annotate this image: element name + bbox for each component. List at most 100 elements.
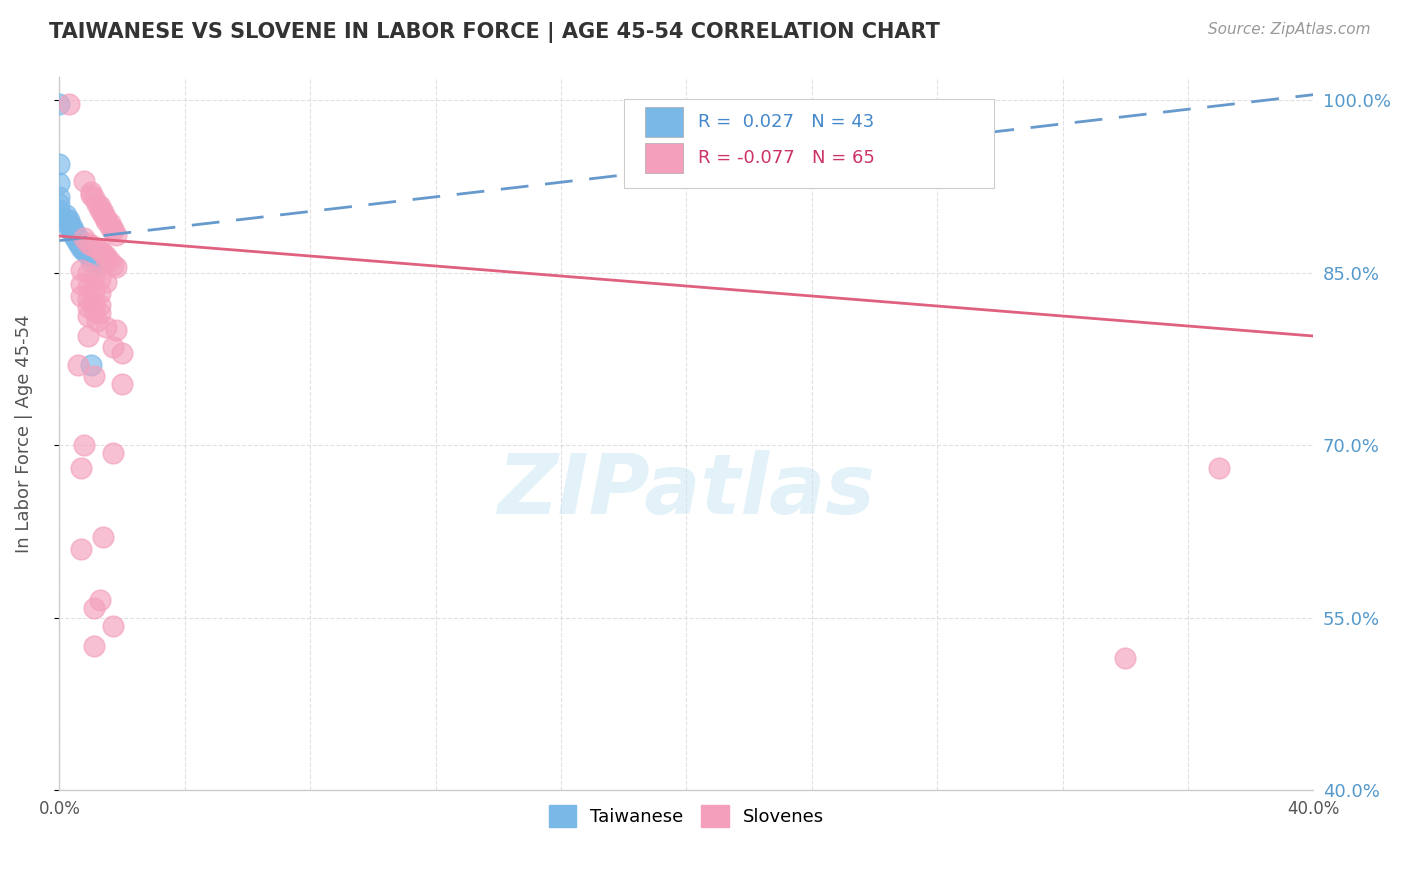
Point: [89, 306, 111, 320]
Point: [96, 319, 118, 334]
Point: [101, 341, 124, 355]
Point: [76, 235, 98, 250]
Point: [111, 377, 134, 392]
Point: [55, 211, 77, 226]
Point: [86, 314, 108, 328]
Y-axis label: In Labor Force | Age 45-54: In Labor Force | Age 45-54: [15, 314, 32, 553]
Point: [96, 275, 118, 289]
Point: [83, 601, 105, 615]
Point: [96, 211, 118, 225]
Point: [55, 208, 77, 222]
Point: [91, 205, 114, 219]
Text: Source: ZipAtlas.com: Source: ZipAtlas.com: [1208, 22, 1371, 37]
Point: [80, 249, 103, 263]
Point: [73, 244, 96, 258]
Point: [86, 240, 108, 254]
Point: [111, 346, 134, 360]
Point: [76, 310, 98, 324]
Point: [83, 369, 105, 384]
Point: [104, 227, 127, 242]
Point: [48, 190, 70, 204]
Point: [101, 258, 124, 272]
Point: [83, 303, 105, 318]
Legend: Taiwanese, Slovenes: Taiwanese, Slovenes: [541, 797, 831, 834]
Point: [76, 245, 98, 260]
Point: [58, 218, 80, 232]
Point: [67, 234, 90, 248]
Point: [70, 240, 93, 254]
Point: [58, 216, 80, 230]
Point: [104, 323, 127, 337]
Point: [48, 208, 70, 222]
Point: [73, 438, 96, 452]
Point: [101, 446, 124, 460]
Point: [76, 246, 98, 260]
FancyBboxPatch shape: [645, 143, 682, 173]
Point: [48, 197, 70, 211]
Point: [89, 298, 111, 312]
Point: [63, 230, 86, 244]
Point: [89, 593, 111, 607]
Point: [80, 254, 103, 268]
Point: [1114, 650, 1136, 665]
Point: [67, 232, 90, 246]
Point: [58, 213, 80, 227]
FancyBboxPatch shape: [645, 107, 682, 137]
Point: [83, 640, 105, 654]
Point: [76, 300, 98, 314]
Point: [104, 260, 127, 274]
Point: [83, 294, 105, 309]
Point: [73, 243, 96, 257]
Point: [98, 254, 121, 268]
Point: [86, 197, 108, 211]
Point: [96, 249, 118, 263]
Point: [96, 214, 118, 228]
Point: [80, 187, 103, 202]
Point: [67, 235, 90, 249]
Point: [80, 358, 103, 372]
Point: [63, 227, 86, 241]
Point: [48, 176, 70, 190]
Point: [89, 202, 111, 217]
Point: [48, 96, 70, 111]
Point: [76, 279, 98, 293]
Point: [80, 238, 103, 252]
Point: [98, 219, 121, 234]
Point: [76, 247, 98, 261]
Point: [73, 240, 96, 254]
Point: [63, 229, 86, 244]
Point: [89, 243, 111, 257]
Point: [60, 223, 83, 237]
Point: [63, 227, 86, 242]
Point: [70, 237, 93, 252]
Point: [83, 191, 105, 205]
Point: [73, 231, 96, 245]
Point: [76, 266, 98, 280]
Point: [67, 235, 90, 250]
Point: [73, 174, 96, 188]
Point: [89, 286, 111, 301]
Point: [86, 257, 108, 271]
Point: [91, 208, 114, 222]
Point: [60, 222, 83, 236]
Point: [96, 252, 118, 266]
Point: [58, 219, 80, 234]
Point: [70, 263, 93, 277]
Text: TAIWANESE VS SLOVENE IN LABOR FORCE | AGE 45-54 CORRELATION CHART: TAIWANESE VS SLOVENE IN LABOR FORCE | AG…: [49, 22, 941, 44]
Point: [63, 226, 86, 240]
Point: [80, 186, 103, 200]
FancyBboxPatch shape: [624, 99, 994, 188]
Point: [58, 96, 80, 111]
Point: [60, 224, 83, 238]
Point: [101, 618, 124, 632]
Point: [83, 283, 105, 297]
Point: [101, 224, 124, 238]
Point: [63, 231, 86, 245]
Point: [1208, 461, 1230, 475]
Point: [83, 269, 105, 284]
Point: [101, 222, 124, 236]
Point: [70, 238, 93, 252]
Text: ZIPatlas: ZIPatlas: [498, 450, 876, 531]
Point: [76, 292, 98, 306]
Point: [48, 202, 70, 217]
